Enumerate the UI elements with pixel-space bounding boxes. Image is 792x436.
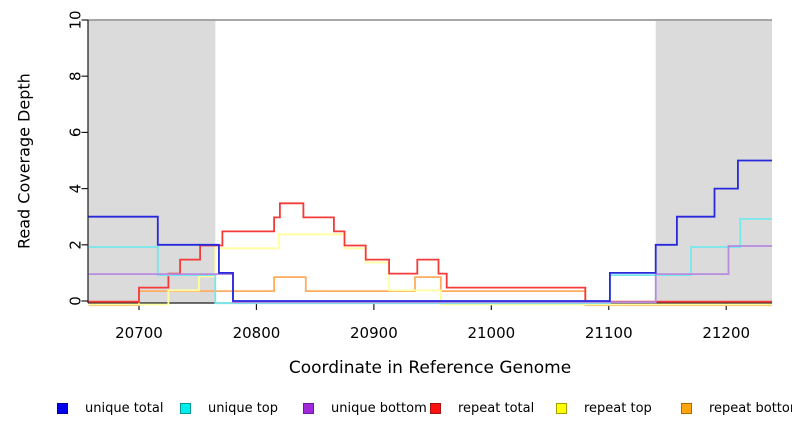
legend-label: repeat total xyxy=(458,400,535,416)
x-tick-label: 21100 xyxy=(585,324,633,342)
legend-swatch-icon xyxy=(180,402,191,414)
legend-swatch-icon xyxy=(681,402,692,414)
legend-item-unique-top: unique top xyxy=(180,398,278,418)
x-tick-label: 20700 xyxy=(115,324,163,342)
legend-label: repeat bottom xyxy=(709,400,792,416)
legend-label: unique top xyxy=(208,400,279,416)
legend-item-repeat-total: repeat total xyxy=(430,398,534,418)
series-repeat-top xyxy=(88,233,772,306)
x-tick-label: 21200 xyxy=(702,324,750,342)
y-tick-label: 6 xyxy=(67,128,85,138)
series-repeat-bottom xyxy=(88,276,772,307)
legend-swatch-icon xyxy=(556,402,567,414)
legend-label: repeat top xyxy=(584,400,652,416)
legend-swatch-icon xyxy=(430,402,441,414)
legend-item-repeat-bottom: repeat bottom xyxy=(681,398,792,418)
shaded-region-left xyxy=(88,20,216,303)
legend-swatch-icon xyxy=(57,402,68,414)
x-axis-title: Coordinate in Reference Genome xyxy=(288,358,572,378)
legend-item-repeat-top: repeat top xyxy=(556,398,652,418)
legend-item-unique-bottom: unique bottom xyxy=(303,398,427,418)
legend-label: unique bottom xyxy=(331,400,427,416)
legend: unique total unique top unique bottom repea… xyxy=(0,398,792,420)
x-tick-label: 20900 xyxy=(350,324,398,342)
legend-swatch-icon xyxy=(303,402,314,414)
shaded-region-right xyxy=(655,20,772,303)
y-tick-label: 0 xyxy=(67,296,85,306)
y-tick-label: 2 xyxy=(67,240,85,250)
legend-item-unique-total: unique total xyxy=(57,398,163,418)
x-tick-label: 21000 xyxy=(467,324,515,342)
y-axis-title: Read Coverage Depth xyxy=(14,73,34,249)
series-unique-total xyxy=(88,159,772,302)
x-tick-label: 20800 xyxy=(233,324,281,342)
y-tick-label: 8 xyxy=(67,71,85,81)
legend-label: unique total xyxy=(85,400,164,416)
series-repeat-total xyxy=(88,202,772,303)
y-tick-label: 4 xyxy=(67,184,85,194)
y-tick-label: 10 xyxy=(67,10,85,29)
